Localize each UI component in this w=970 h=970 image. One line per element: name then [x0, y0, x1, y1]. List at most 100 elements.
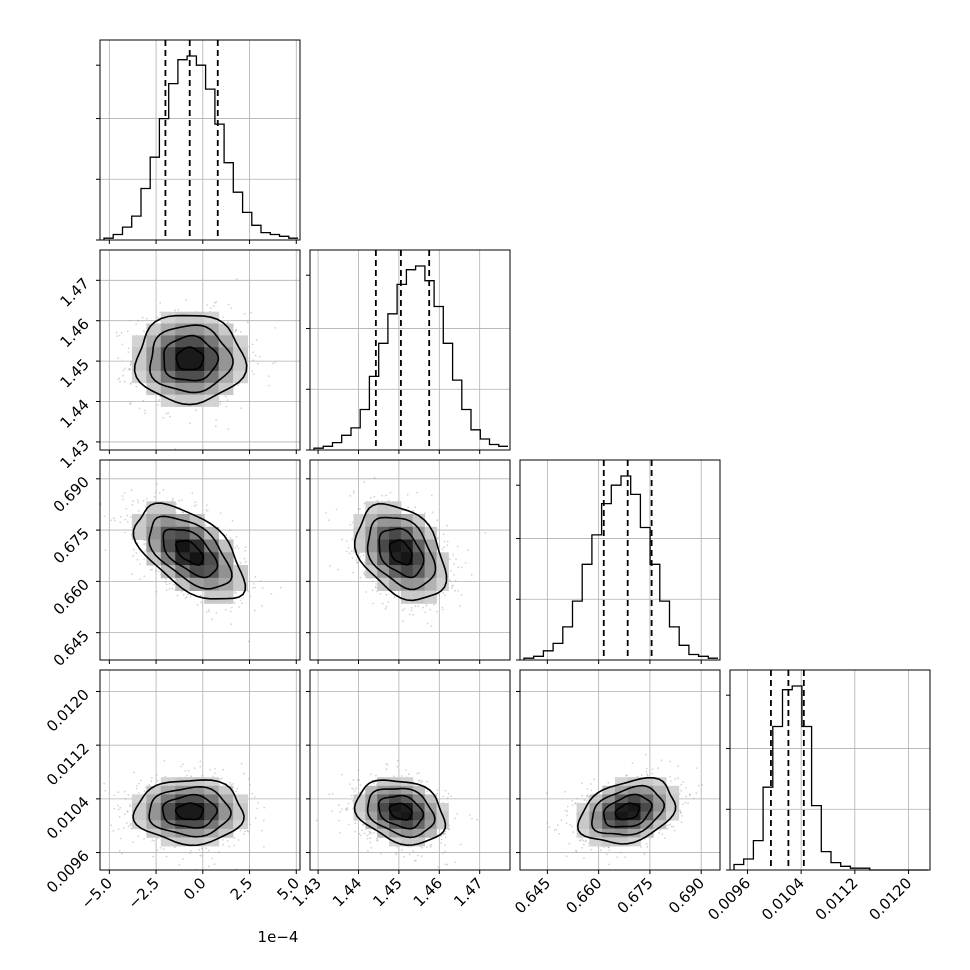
- sample-point: [447, 792, 450, 795]
- sample-point: [457, 566, 460, 569]
- sample-point: [454, 861, 457, 864]
- hist-panel-3: [726, 669, 931, 874]
- sample-point: [235, 790, 237, 793]
- density-cell: [146, 335, 162, 348]
- sample-point: [229, 537, 232, 539]
- sample-point: [268, 384, 271, 387]
- sample-point: [191, 492, 194, 495]
- density-cell: [175, 552, 191, 566]
- sample-point: [135, 787, 138, 790]
- sample-point: [389, 491, 392, 494]
- sample-point: [331, 792, 334, 795]
- sample-point: [457, 590, 459, 592]
- sample-point: [130, 382, 132, 384]
- sample-point: [149, 569, 152, 571]
- sample-point: [412, 509, 414, 512]
- density-cell: [160, 370, 176, 384]
- sample-point: [117, 357, 119, 360]
- sample-point: [356, 562, 358, 564]
- sample-point: [187, 593, 189, 596]
- sample-point: [124, 531, 126, 534]
- sample-point: [117, 804, 119, 807]
- contour-1-2-0: [388, 539, 413, 566]
- sample-point: [355, 559, 358, 561]
- density-cell: [131, 526, 147, 540]
- sample-point: [130, 573, 133, 575]
- sample-point: [137, 320, 139, 322]
- sample-point: [352, 779, 355, 781]
- sample-point: [153, 496, 156, 498]
- sample-point: [119, 806, 122, 809]
- sample-point: [240, 407, 243, 409]
- sample-point: [193, 505, 196, 507]
- sample-point: [213, 863, 216, 865]
- sample-point: [162, 416, 165, 419]
- sample-point: [162, 848, 165, 851]
- density-panel-2-3: [516, 669, 721, 874]
- sample-point: [215, 301, 218, 303]
- sample-point: [263, 845, 265, 848]
- sample-point: [359, 555, 362, 558]
- sample-point: [421, 846, 424, 849]
- density-cell: [160, 335, 176, 348]
- sample-point: [335, 508, 338, 511]
- sample-point: [116, 335, 119, 337]
- sample-point: [368, 833, 371, 835]
- density-cell: [189, 539, 205, 553]
- density-cell: [189, 347, 205, 360]
- sample-point: [385, 605, 388, 608]
- sample-point: [346, 807, 349, 809]
- density-cell: [389, 501, 402, 515]
- sample-point: [239, 561, 242, 564]
- sample-point: [252, 351, 255, 354]
- sample-point: [233, 591, 236, 593]
- sample-point: [171, 587, 174, 590]
- sample-point: [415, 859, 417, 862]
- sample-point: [274, 327, 277, 329]
- sample-point: [130, 515, 132, 518]
- sample-point: [360, 834, 362, 837]
- sample-point: [357, 507, 360, 510]
- sample-point: [248, 345, 251, 348]
- sample-point: [122, 374, 125, 377]
- sample-point: [376, 499, 379, 502]
- sample-point: [372, 602, 375, 605]
- sample-point: [156, 316, 159, 319]
- sample-point: [261, 604, 263, 607]
- sample-point: [393, 596, 396, 599]
- hist-panel-1: [306, 249, 511, 454]
- sample-point: [104, 549, 107, 551]
- density-cell: [412, 552, 426, 566]
- sample-point: [200, 854, 203, 857]
- sample-point: [249, 595, 252, 598]
- sample-point: [158, 492, 161, 495]
- sample-point: [451, 585, 454, 587]
- density-cell: [204, 394, 220, 407]
- sample-point: [416, 772, 419, 775]
- contour-1-2-2: [366, 516, 437, 591]
- sample-point: [429, 844, 431, 847]
- density-frame-0-2: [99, 459, 301, 661]
- sample-point: [153, 840, 156, 842]
- sample-point: [132, 841, 134, 844]
- sample-point: [138, 563, 141, 565]
- sample-point: [341, 808, 343, 811]
- sample-point: [112, 829, 115, 832]
- sample-point: [347, 802, 350, 805]
- sample-point: [379, 852, 382, 855]
- sample-point: [145, 317, 148, 320]
- sample-point: [366, 834, 368, 837]
- sample-point: [205, 611, 208, 613]
- sample-point: [252, 582, 255, 585]
- sample-point: [119, 380, 121, 383]
- sample-point: [225, 405, 228, 408]
- sample-point: [363, 832, 366, 835]
- sample-point: [446, 863, 449, 866]
- sample-point: [381, 602, 384, 605]
- sample-point: [339, 832, 341, 834]
- sample-point: [452, 584, 455, 587]
- sample-point: [337, 568, 340, 571]
- sample-point: [236, 787, 239, 790]
- sample-point: [373, 832, 375, 834]
- sample-point: [425, 846, 428, 848]
